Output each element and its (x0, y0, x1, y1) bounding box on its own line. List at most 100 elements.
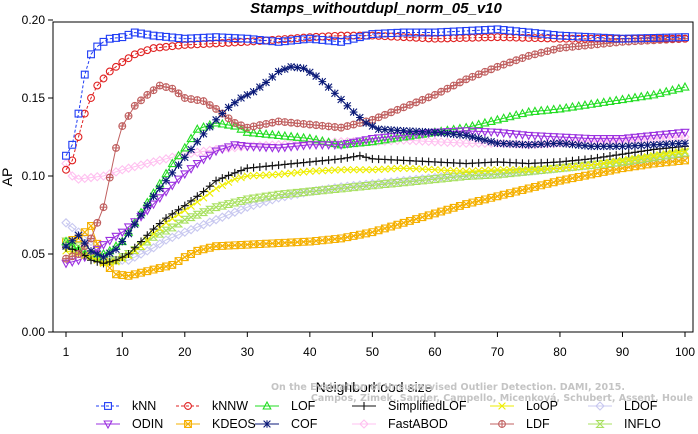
data-point (406, 164, 414, 173)
legend-marker (359, 419, 369, 429)
data-point (205, 151, 215, 161)
data-point (199, 245, 208, 254)
data-point (668, 140, 677, 148)
data-point (337, 165, 345, 174)
data-point (280, 160, 289, 169)
data-point (324, 156, 333, 165)
data-point (511, 139, 521, 149)
data-point (392, 178, 403, 187)
data-point (668, 149, 677, 157)
data-point (306, 167, 314, 176)
data-point (137, 268, 145, 277)
data-point (449, 166, 458, 175)
data-point (611, 158, 621, 167)
data-point (124, 54, 133, 63)
data-point (436, 137, 446, 147)
data-point (618, 156, 627, 165)
data-point (555, 176, 564, 185)
data-point (393, 220, 402, 229)
data-point (493, 139, 502, 148)
legend-item-odin: ODIN (96, 417, 163, 431)
data-point (287, 63, 295, 71)
data-point (80, 70, 89, 79)
data-point (624, 142, 633, 150)
data-point (493, 192, 502, 201)
data-point (105, 67, 114, 76)
data-point (631, 154, 639, 163)
data-point (312, 167, 320, 175)
legend-label: ODIN (132, 417, 163, 431)
data-point (105, 249, 114, 258)
data-point (211, 203, 221, 212)
data-point (548, 104, 559, 114)
series-line (65, 150, 686, 264)
data-point (618, 150, 627, 159)
data-point (348, 183, 359, 192)
data-point (656, 140, 664, 149)
data-point (268, 161, 277, 170)
data-point (524, 165, 533, 174)
x-axis-label: Neighborhood size (316, 379, 433, 395)
data-point (437, 87, 446, 96)
data-point (193, 137, 202, 146)
data-point (586, 135, 596, 144)
data-point (580, 100, 590, 109)
data-point (473, 127, 484, 137)
legend-marker (262, 400, 272, 410)
data-point (180, 170, 190, 180)
data-point (223, 119, 234, 129)
data-point (374, 125, 383, 133)
data-point (87, 256, 96, 265)
data-point (424, 211, 433, 220)
data-point (612, 151, 621, 160)
data-point (505, 139, 515, 149)
data-point (681, 156, 689, 165)
data-point (624, 93, 634, 103)
data-point (468, 133, 477, 141)
series-layer (61, 25, 690, 280)
data-point (649, 159, 658, 168)
data-point (118, 253, 127, 262)
data-point (192, 210, 203, 219)
data-point (361, 137, 371, 146)
data-point (143, 267, 152, 276)
x-tick-label: 70 (491, 345, 505, 359)
data-point (237, 173, 245, 182)
data-point (492, 128, 503, 138)
data-point (118, 58, 127, 67)
data-point (517, 108, 528, 118)
data-point (362, 153, 371, 162)
legend-marker (104, 402, 112, 410)
data-point (536, 166, 546, 175)
data-point (406, 127, 414, 135)
data-point (480, 195, 489, 204)
data-point (280, 190, 290, 199)
data-point (149, 265, 158, 274)
data-point (599, 159, 608, 167)
data-point (399, 218, 408, 227)
data-point (255, 193, 265, 202)
series-odin (61, 127, 690, 269)
data-point (230, 168, 239, 177)
data-point (423, 136, 434, 147)
data-point (605, 96, 615, 105)
data-point (187, 202, 195, 210)
data-point (417, 176, 428, 185)
data-point (518, 186, 527, 194)
data-point (355, 182, 365, 191)
data-point (418, 213, 427, 222)
data-point (256, 171, 264, 180)
data-point (373, 180, 384, 189)
data-point (199, 130, 208, 138)
data-point (367, 181, 378, 190)
series-ldf (62, 34, 689, 263)
data-point (643, 141, 652, 149)
data-point (292, 132, 303, 141)
data-point (161, 168, 171, 178)
data-point (474, 197, 483, 205)
data-point (592, 98, 603, 107)
data-point (461, 138, 471, 149)
data-point (330, 138, 340, 148)
data-point (343, 102, 352, 110)
